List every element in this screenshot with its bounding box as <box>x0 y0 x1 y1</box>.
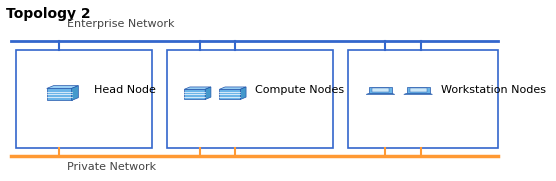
Polygon shape <box>220 87 246 89</box>
Polygon shape <box>369 87 392 93</box>
FancyBboxPatch shape <box>167 50 332 148</box>
Polygon shape <box>372 88 389 92</box>
Polygon shape <box>220 89 240 100</box>
Polygon shape <box>406 87 430 93</box>
Polygon shape <box>184 89 205 100</box>
Text: Compute Nodes: Compute Nodes <box>255 85 344 96</box>
Text: Workstation Nodes: Workstation Nodes <box>441 85 545 96</box>
FancyBboxPatch shape <box>348 50 498 148</box>
FancyBboxPatch shape <box>17 50 152 148</box>
Text: Head Node: Head Node <box>95 85 156 96</box>
Polygon shape <box>184 87 211 89</box>
Text: Private Network: Private Network <box>67 162 156 172</box>
Polygon shape <box>404 93 433 94</box>
Polygon shape <box>47 86 78 89</box>
Polygon shape <box>240 87 246 100</box>
Polygon shape <box>205 87 211 100</box>
Text: Topology 2: Topology 2 <box>7 7 91 21</box>
Polygon shape <box>72 86 78 100</box>
Polygon shape <box>410 88 426 92</box>
Text: Enterprise Network: Enterprise Network <box>67 19 174 29</box>
Polygon shape <box>366 93 395 94</box>
Polygon shape <box>47 89 72 100</box>
